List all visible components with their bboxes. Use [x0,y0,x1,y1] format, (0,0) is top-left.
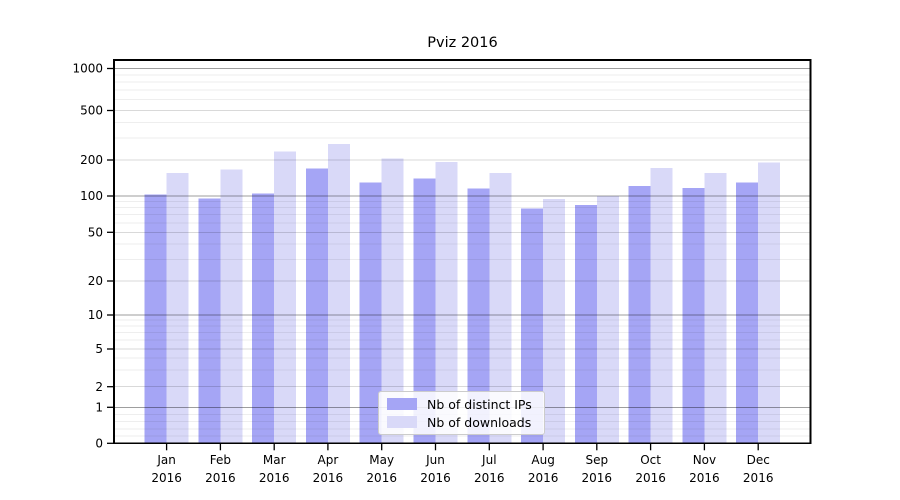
x-tick-label-year: 2016 [420,471,451,485]
plot-frame [113,59,812,445]
bar-mar-downloads [274,151,297,444]
bar-feb-downloads [220,169,243,444]
x-tick-label-year: 2016 [313,471,344,485]
bar-nov-distinct-ips [682,187,705,444]
y-tick-label: 0 [95,437,103,451]
y-tick-label: 50 [88,226,103,240]
x-tick-label-month: Oct [640,453,661,467]
bar-oct-downloads [650,167,673,444]
y-tick-label: 1 [95,401,103,415]
legend-item-downloads: Nb of downloads [387,414,544,430]
x-tick-label-year: 2016 [528,471,559,485]
legend-swatch-distinct-ips [387,398,417,410]
x-tick-label-year: 2016 [205,471,236,485]
bar-jan-distinct-ips [144,194,167,444]
y-tick-label: 20 [88,274,103,288]
bar-jun-distinct-ips [413,178,436,444]
x-tick-label-month: May [369,453,394,467]
x-tick-label-year: 2016 [474,471,505,485]
y-tick-label: 10 [88,308,103,322]
x-tick-label-year: 2016 [151,471,182,485]
bar-aug-downloads [543,199,566,444]
bar-may-downloads [381,158,404,444]
x-tick-label-year: 2016 [743,471,774,485]
x-tick-label-month: Jul [481,453,496,467]
x-tick-label-month: Jan [156,453,176,467]
bar-may-distinct-ips [359,182,382,444]
x-tick-label-month: Aug [531,453,554,467]
bar-dec-downloads [758,162,781,444]
legend-label-downloads: Nb of downloads [427,414,532,430]
bar-apr-downloads [327,143,350,444]
bar-jul-downloads [489,172,512,444]
bar-jun-downloads [435,161,458,444]
y-tick-label: 1000 [72,62,103,76]
y-tick-label: 5 [95,342,103,356]
y-tick-label: 2 [95,380,103,394]
bar-jul-distinct-ips [467,188,490,444]
bar-sep-distinct-ips [574,205,597,444]
x-tick-label-month: Apr [318,453,339,467]
x-tick-label-month: Jun [425,453,445,467]
bar-jan-downloads [166,173,189,444]
x-tick-label-month: Sep [585,453,608,467]
x-tick-label-year: 2016 [689,471,720,485]
y-tick-label: 200 [80,153,103,167]
x-tick-label-year: 2016 [366,471,397,485]
x-tick-label-month: Feb [210,453,231,467]
legend-item-distinct-ips: Nb of distinct IPs [387,396,544,412]
y-tick-label: 100 [80,189,103,203]
bar-feb-distinct-ips [198,198,221,444]
chart-title: Pviz 2016 [427,35,498,51]
legend-swatch-downloads [387,416,417,428]
legend: Nb of distinct IPs Nb of downloads [378,391,545,435]
legend-label-distinct-ips: Nb of distinct IPs [427,396,532,412]
bar-apr-distinct-ips [305,168,328,444]
bar-mar-distinct-ips [252,193,275,444]
bar-oct-distinct-ips [628,186,651,444]
x-tick-label-month: Mar [263,453,286,467]
x-tick-label-year: 2016 [582,471,613,485]
x-tick-label-month: Dec [747,453,770,467]
bar-aug-distinct-ips [521,208,544,444]
y-tick-label: 500 [80,104,103,118]
x-tick-label-month: Nov [693,453,716,467]
x-tick-label-year: 2016 [259,471,290,485]
bar-sep-downloads [596,196,619,444]
bar-dec-distinct-ips [736,182,759,444]
bar-nov-downloads [704,173,727,444]
x-tick-label-year: 2016 [635,471,666,485]
